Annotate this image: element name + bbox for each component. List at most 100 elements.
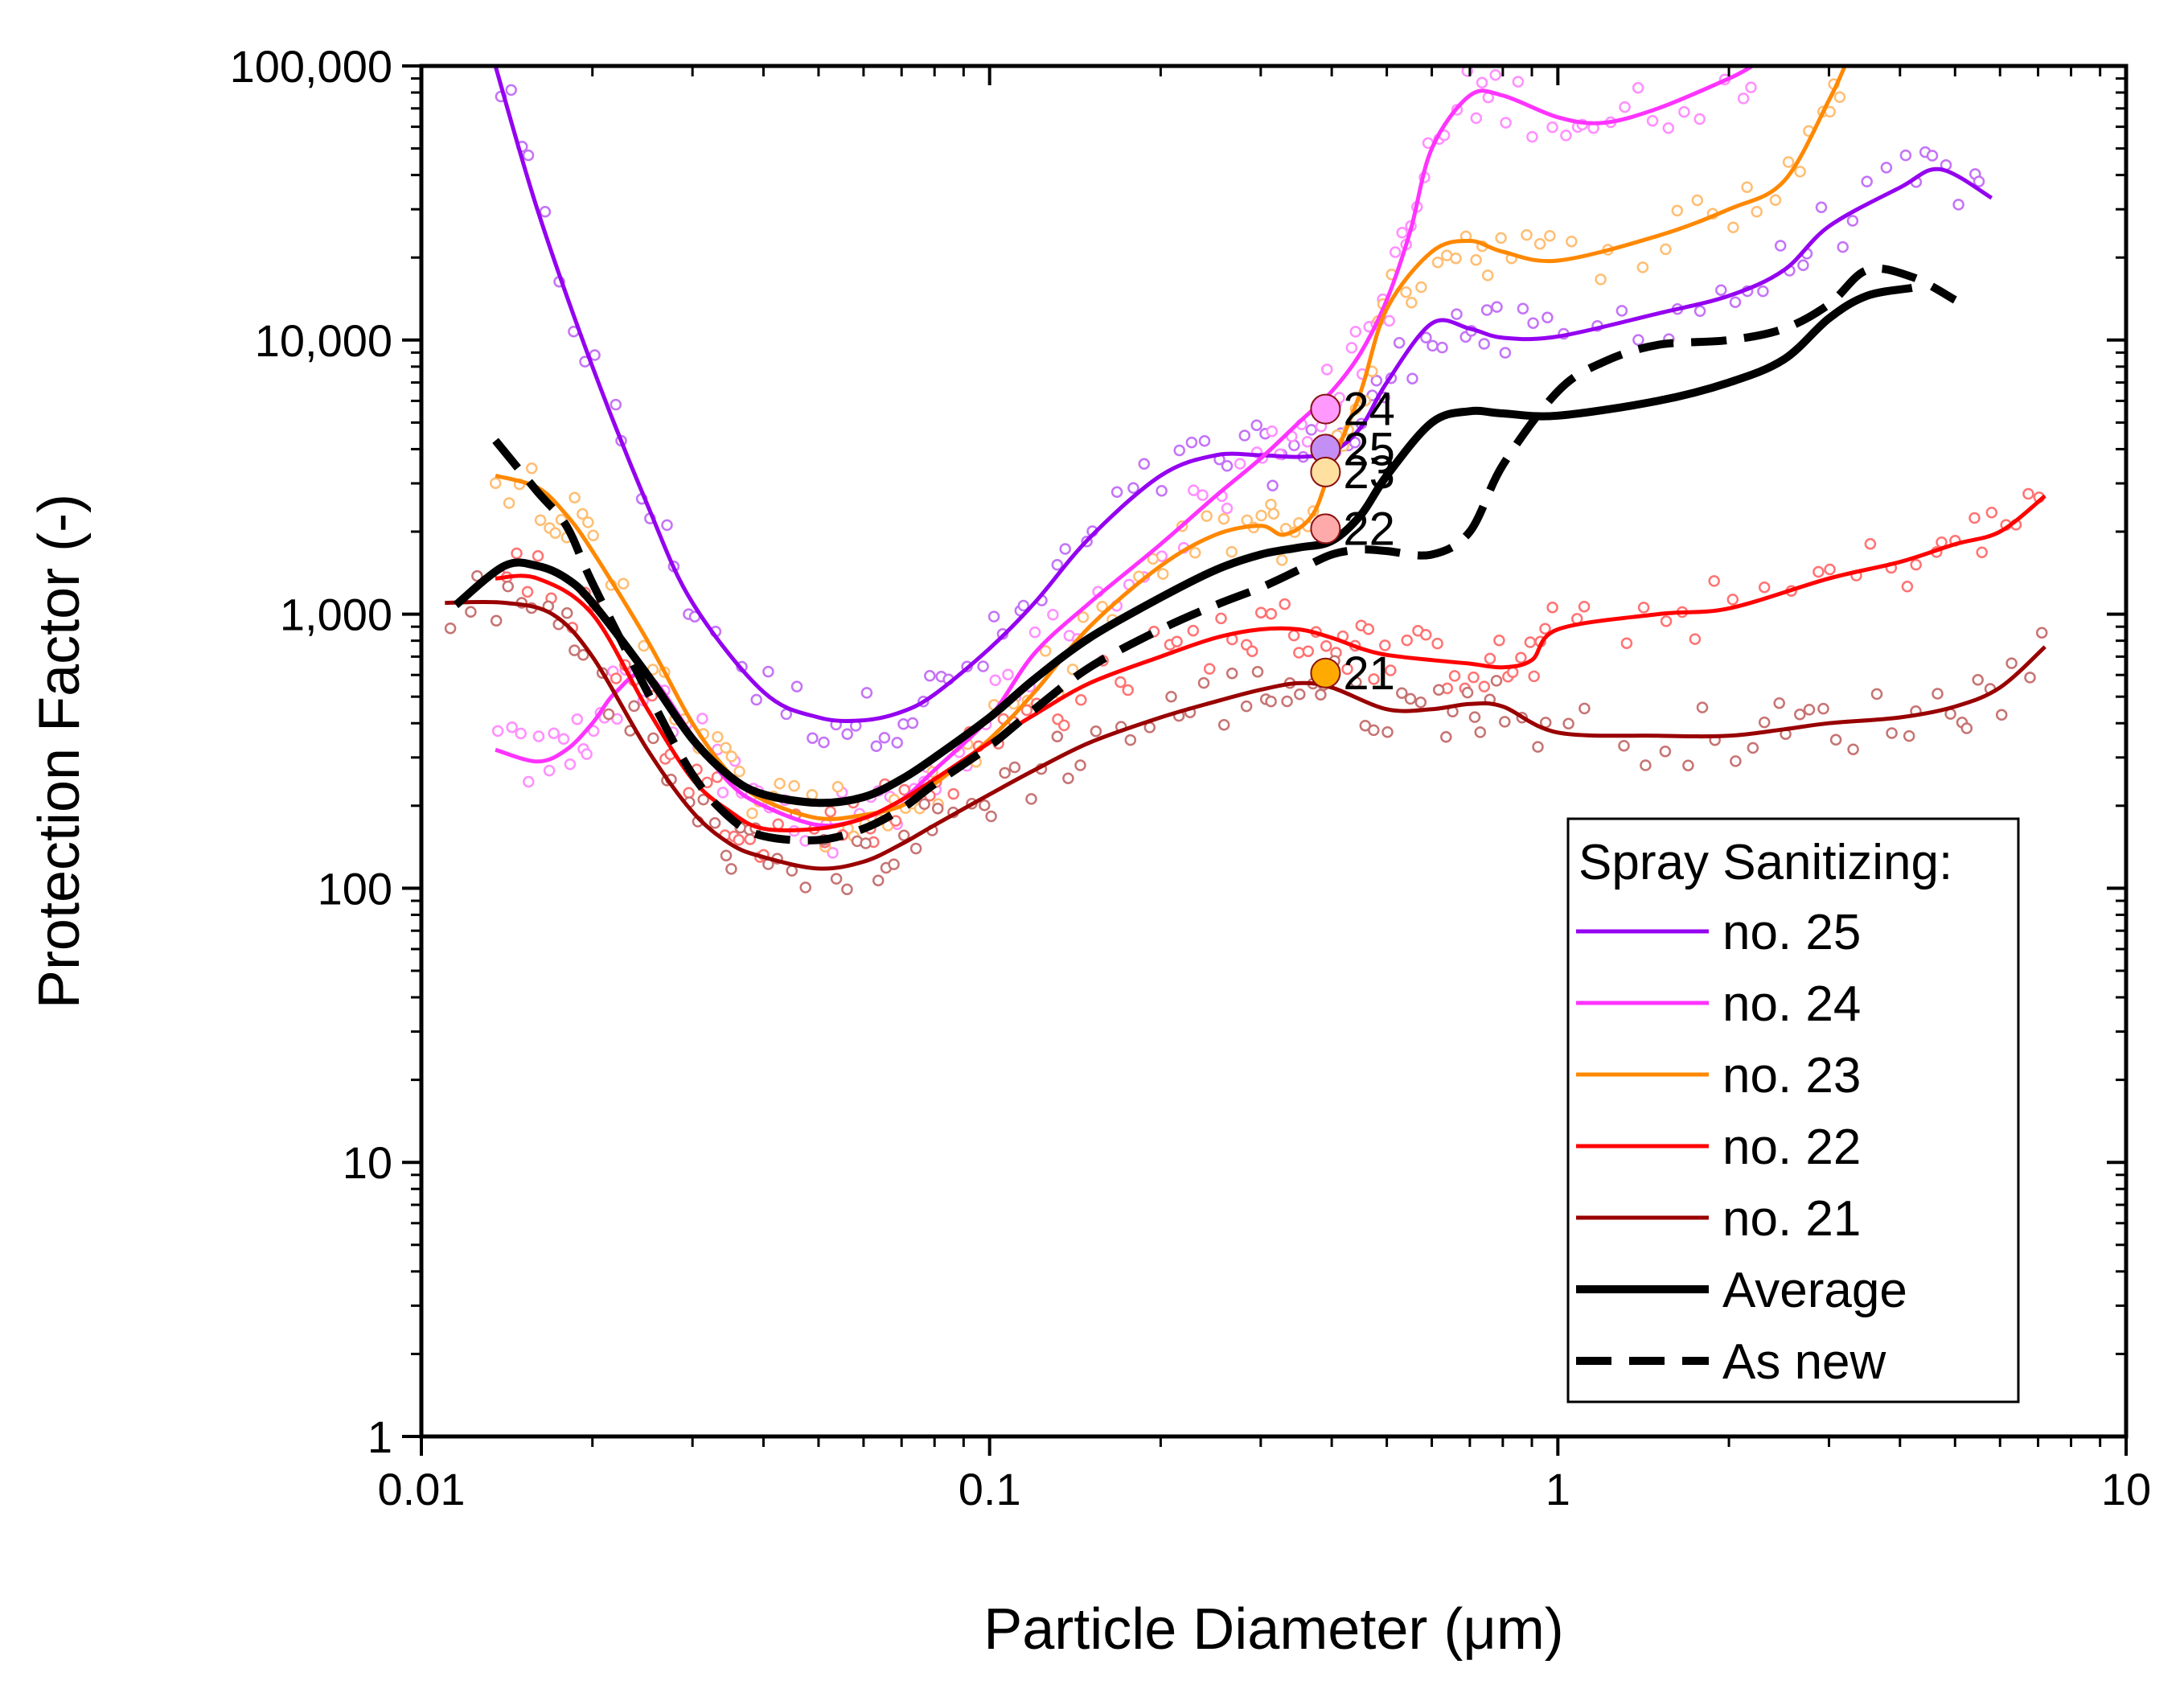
- measurement-point: [1660, 615, 1673, 627]
- measurement-point: [906, 717, 919, 729]
- measurement-point: [1578, 600, 1591, 613]
- measurement-point: [1187, 624, 1200, 637]
- measurement-point: [1769, 194, 1782, 207]
- measurement-point: [525, 462, 538, 475]
- measurement-point: [1028, 626, 1041, 639]
- measurement-point: [1478, 338, 1490, 350]
- measurement-point: [1349, 437, 1361, 449]
- measurement-point: [1147, 553, 1160, 565]
- measurement-point: [1689, 633, 1702, 645]
- measurement-point: [697, 793, 709, 806]
- measurement-point: [947, 787, 959, 800]
- measurement-point: [1396, 687, 1408, 699]
- measurement-point: [611, 713, 623, 725]
- measurement-point: [1499, 716, 1511, 728]
- measurement-point: [577, 508, 589, 520]
- measurement-point: [1293, 647, 1305, 659]
- measurement-point: [1436, 341, 1448, 354]
- measurement-point: [502, 580, 514, 593]
- measurement-point: [1039, 645, 1052, 657]
- measurement-point: [720, 849, 733, 861]
- measurement-point: [1546, 121, 1558, 134]
- measurement-point: [1431, 637, 1443, 650]
- measurement-point: [610, 672, 622, 684]
- measurement-point: [1527, 317, 1539, 329]
- measurement-point: [878, 732, 891, 744]
- measurement-point: [1815, 201, 1828, 214]
- measurement-point: [1415, 281, 1427, 294]
- measurement-point: [1359, 394, 1371, 407]
- measurement-point: [1279, 598, 1291, 610]
- measurement-point: [1341, 663, 1353, 676]
- measurement-point: [2005, 657, 2018, 669]
- measurement-point: [1521, 228, 1533, 241]
- measurement-point: [1468, 711, 1481, 723]
- measurement-point: [1864, 537, 1877, 550]
- measurement-point: [1861, 175, 1873, 188]
- x-axis-title: Particle Diameter (μm): [983, 1597, 1564, 1662]
- measurement-point: [918, 798, 930, 811]
- x-tick-label: 1: [1546, 1464, 1570, 1514]
- measurement-point: [1824, 563, 1836, 576]
- measurement-point: [1350, 676, 1362, 688]
- measurement-point: [1305, 424, 1318, 436]
- measurement-point: [503, 497, 515, 509]
- measurement-point: [1008, 761, 1021, 774]
- measurement-point: [1221, 460, 1234, 472]
- measurement-point: [1952, 199, 1964, 211]
- legend-label: no. 24: [1722, 976, 1861, 1032]
- measurement-point: [788, 779, 800, 792]
- measurement-point: [1544, 229, 1556, 242]
- measurement-point: [1637, 602, 1650, 614]
- measurement-point: [522, 149, 535, 162]
- annotation-label: 23: [1343, 446, 1395, 499]
- measurement-point: [1188, 547, 1201, 559]
- measurement-point: [1198, 435, 1211, 447]
- series-line-no-25: [493, 66, 1993, 723]
- measurement-point: [1431, 256, 1444, 269]
- legend-label: As new: [1722, 1334, 1886, 1390]
- measurement-point: [1481, 269, 1494, 282]
- measurement-point: [985, 810, 997, 823]
- measurement-point: [1265, 607, 1278, 620]
- measurement-point: [1659, 746, 1672, 758]
- measurement-point: [1287, 629, 1300, 642]
- measurement-point: [1400, 286, 1412, 298]
- measurement-point: [1566, 235, 1578, 248]
- measurement-point: [661, 519, 673, 532]
- measurement-point: [824, 805, 836, 818]
- measurement-point: [1903, 729, 1915, 742]
- measurement-point: [818, 736, 830, 749]
- measurement-point: [1737, 92, 1750, 105]
- measurement-point: [1266, 425, 1279, 438]
- measurement-point: [506, 721, 518, 734]
- measurement-point: [539, 206, 552, 218]
- measurement-point: [786, 865, 798, 877]
- measurement-point: [1225, 545, 1238, 558]
- measurement-point: [1238, 429, 1251, 442]
- measurement-point: [1165, 690, 1177, 703]
- y-tick-label: 1: [367, 1412, 392, 1462]
- measurement-point: [1618, 739, 1630, 752]
- measurement-point: [1368, 724, 1380, 737]
- measurement-point: [1660, 243, 1672, 256]
- measurement-point: [1451, 308, 1463, 320]
- measurement-point: [830, 873, 843, 885]
- measurement-point: [1528, 670, 1540, 683]
- measurement-point: [1474, 726, 1487, 738]
- measurement-point: [1829, 734, 1842, 746]
- measurement-point: [564, 758, 577, 771]
- measurement-point: [909, 842, 922, 855]
- measurement-point: [1542, 311, 1554, 324]
- series-line-as-new: [492, 264, 1957, 844]
- measurement-point: [1678, 105, 1690, 118]
- measurement-point: [1926, 150, 1939, 162]
- measurement-point: [1517, 302, 1529, 315]
- measurement-point: [1349, 326, 1362, 338]
- measurement-point: [1017, 599, 1030, 612]
- measurement-point: [1188, 484, 1200, 496]
- measurement-point: [1490, 675, 1503, 687]
- measurement-point: [1275, 554, 1288, 566]
- measurement-point: [1122, 684, 1134, 697]
